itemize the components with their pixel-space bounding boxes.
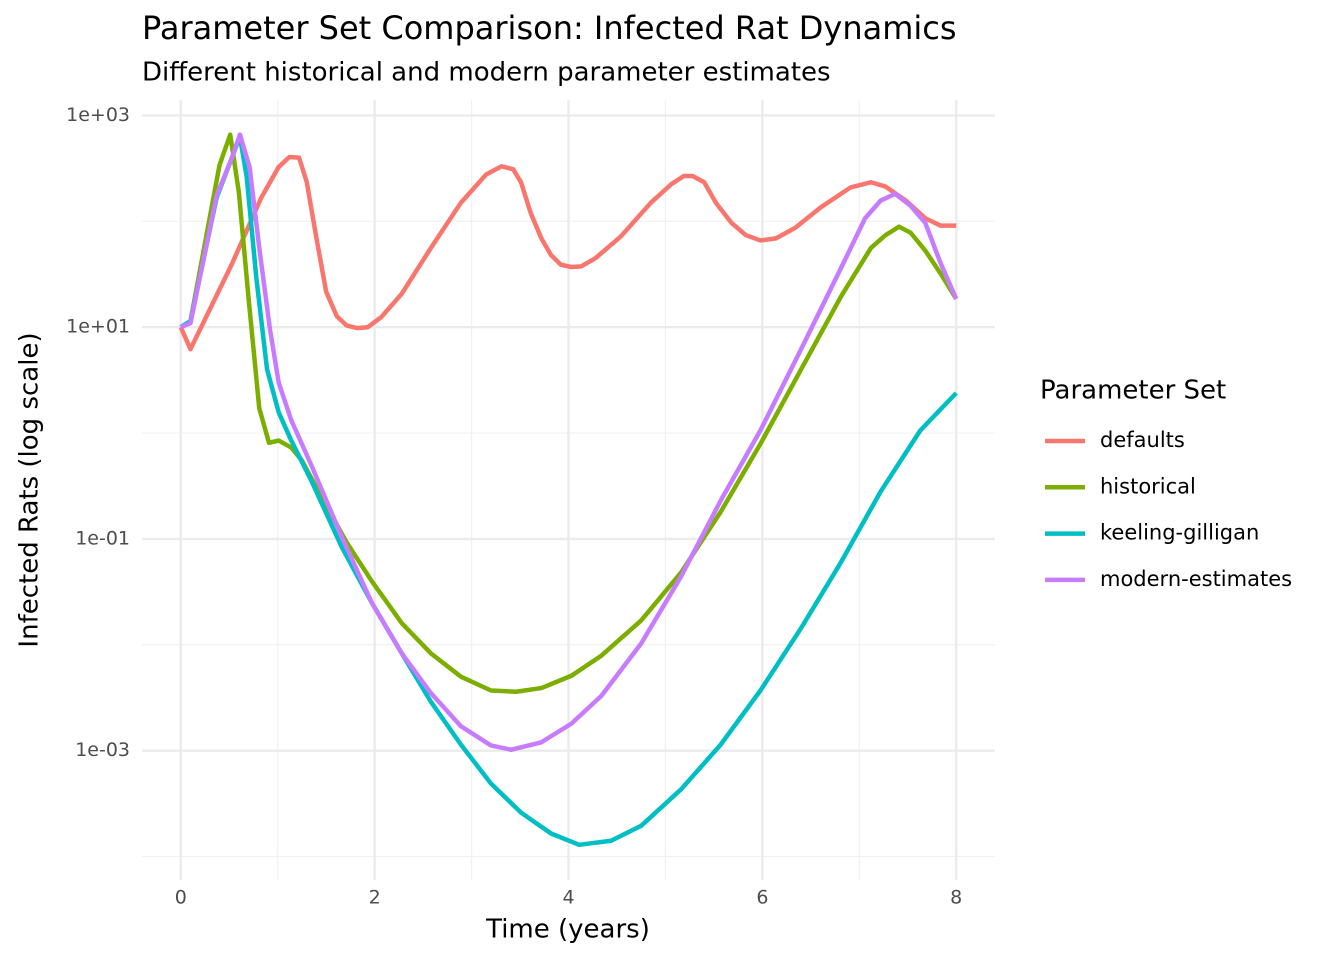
y-tick-label: 1e-03 — [75, 739, 130, 761]
y-tick-label: 1e-01 — [75, 527, 130, 549]
x-axis-label: Time (years) — [485, 915, 650, 945]
y-axis-label: Infected Rats (log scale) — [15, 332, 45, 647]
x-tick-label: 0 — [175, 887, 187, 909]
legend-title: Parameter Set — [1040, 376, 1226, 406]
x-tick-label: 4 — [562, 887, 574, 909]
legend-label: modern-estimates — [1100, 567, 1292, 591]
legend: Parameter Set defaults historical keeling-… — [1040, 376, 1292, 591]
x-tick-label: 8 — [950, 887, 962, 909]
grid: 1e+03 1e+01 1e-01 1e-03 0 2 4 6 8 — [66, 100, 995, 909]
series-line — [179, 132, 959, 752]
y-tick-label: 1e+01 — [66, 316, 130, 338]
x-tick-label: 2 — [369, 887, 381, 909]
chart-subtitle: Different historical and modern paramete… — [142, 58, 831, 88]
legend-label: defaults — [1100, 428, 1185, 452]
legend-label: keeling-gilligan — [1100, 521, 1259, 545]
series-line — [178, 154, 957, 352]
series-line — [179, 132, 959, 695]
series-line — [179, 134, 958, 848]
chart-title: Parameter Set Comparison: Infected Rat D… — [142, 9, 957, 47]
lines — [178, 132, 959, 848]
y-tick-label: 1e+03 — [66, 104, 130, 126]
x-tick-label: 6 — [756, 887, 768, 909]
legend-label: historical — [1100, 474, 1196, 498]
